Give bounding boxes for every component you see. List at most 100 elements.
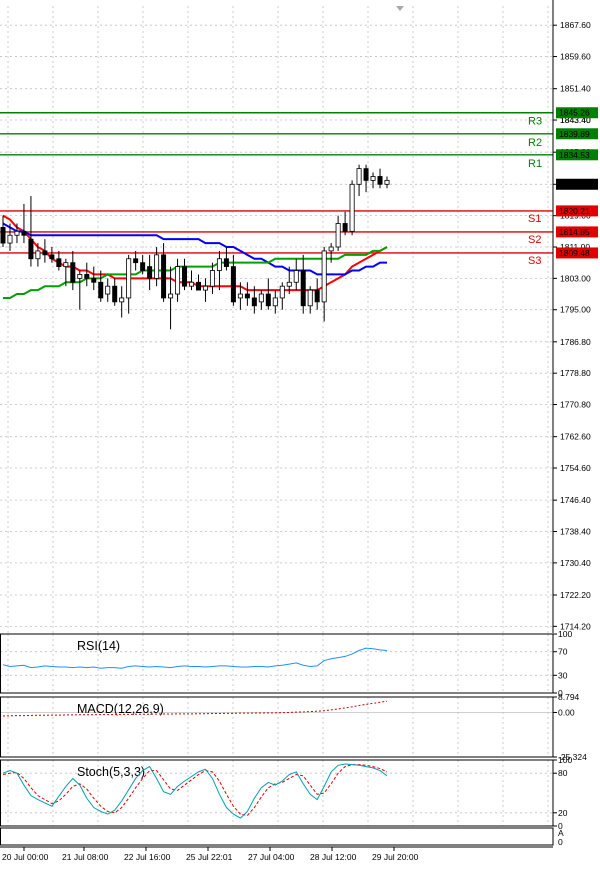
rsi-line	[2, 647, 388, 669]
level-price-box	[556, 205, 598, 217]
price-tick-label: 1851.40	[560, 84, 591, 94]
candle-body	[328, 246, 334, 252]
price-tick-label: 1738.40	[560, 527, 591, 537]
candle-body	[202, 285, 208, 291]
candle-body	[223, 258, 229, 267]
candle-body	[154, 254, 160, 279]
level-label-r3: R3	[528, 116, 542, 128]
level-price-label: 1845.26	[559, 108, 590, 118]
candle-body	[237, 293, 243, 299]
candle-body	[42, 250, 48, 256]
candle-body	[258, 293, 264, 303]
macd-signal-line	[2, 700, 388, 717]
level-price-label: 1814.85	[559, 227, 590, 237]
candle-body	[293, 270, 299, 283]
candle-body	[342, 223, 348, 232]
candle-body	[70, 262, 76, 283]
panel-frames	[0, 0, 554, 846]
candle-body	[244, 293, 250, 299]
bottom-strip-label: A	[558, 828, 564, 838]
candle-body	[272, 297, 278, 307]
indicator-title: Stoch(5,3,3)	[77, 765, 145, 779]
candle-body	[49, 254, 55, 260]
candle-body	[195, 281, 201, 291]
indicator-panels: RSI(14) MACD(12,26,9) Stoch(5,3,3)	[2, 639, 388, 819]
level-price-box	[556, 107, 598, 119]
candle-body	[112, 285, 118, 303]
level-price-box	[556, 247, 598, 259]
price-tick-label: 1754.60	[560, 463, 591, 473]
candle-body	[370, 176, 376, 181]
candle-body	[314, 289, 320, 303]
candle-body	[56, 258, 62, 267]
candle-body	[84, 274, 90, 279]
axes: 1867.601859.601851.401843.401835.201827.…	[0, 6, 598, 862]
candle-body	[300, 270, 306, 307]
candle-body	[119, 297, 125, 303]
candle-body	[7, 234, 13, 244]
candle-body	[21, 230, 27, 236]
price-tick-label: 1730.40	[560, 558, 591, 568]
candle-body	[286, 281, 292, 287]
indicator-tick-label: 0	[558, 821, 563, 831]
time-tick-label: 29 Jul 20:00	[372, 852, 419, 862]
time-tick-label: 25 Jul 22:01	[186, 852, 233, 862]
candle-body	[14, 230, 20, 236]
level-price-box	[556, 128, 598, 140]
price-tick-label: 1786.80	[560, 337, 591, 347]
indicator-tick-label: 0	[558, 688, 563, 698]
price-tick-label: 1795.00	[560, 305, 591, 315]
candle-body	[91, 277, 97, 283]
level-label-r1: R1	[528, 158, 542, 170]
candle-body	[35, 250, 41, 260]
candle-body	[216, 258, 222, 271]
indicator-tick-label: 20	[558, 808, 568, 818]
candle-body	[98, 281, 104, 299]
candle-body	[384, 179, 390, 185]
grid	[0, 6, 553, 826]
level-price-label: 1834.53	[559, 150, 590, 160]
indicator-title: MACD(12,26,9)	[77, 702, 164, 716]
time-tick-label: 20 Jul 00:00	[2, 852, 49, 862]
candle-body	[175, 266, 181, 295]
indicator-frame	[0, 633, 554, 694]
time-tick-label: 28 Jul 12:00	[310, 852, 357, 862]
candle-body	[230, 266, 236, 303]
price-tick-label: 1714.20	[560, 621, 591, 631]
price-tick-label: 1867.60	[560, 20, 591, 30]
candle-body	[189, 281, 195, 287]
price-tick-label: 1722.20	[560, 590, 591, 600]
scroll-marker-icon	[396, 6, 404, 11]
level-price-box	[556, 149, 598, 161]
stoch-main-line	[2, 763, 388, 819]
price-tick-label: 1811.00	[560, 242, 590, 252]
candle-body	[279, 285, 285, 299]
bottom-strip-label: 0	[558, 837, 563, 847]
candle-body	[168, 293, 174, 299]
indicator-tick-label: 30	[558, 670, 568, 680]
price-tick-label: 1843.40	[560, 115, 591, 125]
current-price-label: 1827.01	[559, 179, 590, 189]
candle-body	[335, 223, 341, 248]
price-tick-label: 1859.60	[560, 52, 591, 62]
candle-body	[126, 258, 132, 299]
candle-body	[28, 238, 34, 260]
time-tick-label: 21 Jul 08:00	[62, 852, 109, 862]
candle-body	[161, 254, 167, 299]
level-label-s3: S3	[528, 255, 541, 267]
indicator-tick-label: 80	[558, 768, 568, 778]
level-price-label: 1820.21	[559, 206, 590, 216]
stoch-signal-line	[2, 764, 388, 816]
candle-body	[321, 250, 327, 303]
indicator-tick-label: -25.324	[558, 752, 587, 762]
candle-body	[77, 274, 83, 279]
indicator-tick-label: 100	[558, 629, 572, 639]
bottom-strip-frame	[0, 827, 554, 846]
price-panel: R3 R2 R1 S1 S2 S3	[0, 112, 553, 330]
candle-body	[307, 289, 313, 307]
moving-average-line	[3, 246, 388, 299]
price-tick-label: 1778.80	[560, 368, 591, 378]
level-label-s1: S1	[528, 213, 541, 225]
candle-body	[251, 297, 257, 307]
indicator-title: RSI(14)	[77, 639, 120, 653]
